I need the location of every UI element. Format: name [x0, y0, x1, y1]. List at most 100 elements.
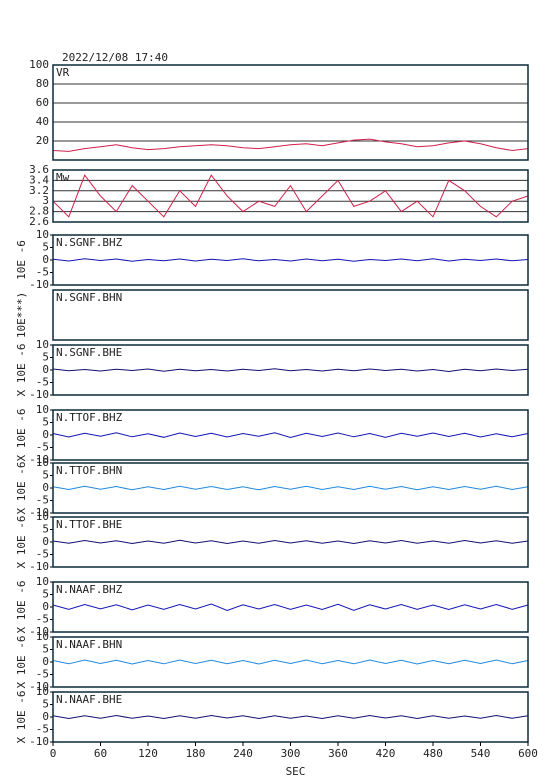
- x-tick-label: 240: [233, 747, 253, 760]
- y-tick-label: 0: [42, 655, 49, 668]
- y-tick-label: -10: [29, 453, 49, 466]
- trace: [52, 138, 529, 152]
- y-axis-label: X 10E -6: [15, 636, 28, 689]
- y-tick-label: 60: [36, 96, 49, 109]
- y-tick-label: 40: [36, 115, 49, 128]
- panel-frame: [52, 581, 529, 633]
- x-tick-label: 0: [50, 747, 57, 760]
- panel-label: VR: [56, 66, 70, 79]
- y-tick-label: 0: [42, 428, 49, 441]
- x-tick-label: 420: [376, 747, 396, 760]
- y-tick-label: 20: [36, 134, 49, 147]
- y-tick-label: 0: [42, 363, 49, 376]
- y-tick-label: 5: [42, 469, 49, 482]
- panel-frame: [52, 636, 529, 688]
- y-tick-label: 5: [42, 351, 49, 364]
- x-tick-label: 180: [186, 747, 206, 760]
- y-tick-label: -5: [36, 441, 49, 454]
- panel-frame: [52, 234, 529, 286]
- y-tick-label: 10: [36, 685, 49, 698]
- y-tick-label: -5: [36, 494, 49, 507]
- y-tick-label: 10: [36, 456, 49, 469]
- y-axis-label: X 10E -6: [15, 409, 28, 462]
- x-tick-label: 60: [94, 747, 107, 760]
- y-tick-label: -5: [36, 548, 49, 561]
- y-axis-label: 10E -6: [15, 240, 28, 280]
- panel-frame: [52, 169, 529, 223]
- y-tick-label: -10: [29, 680, 49, 693]
- y-tick-label: 10: [36, 403, 49, 416]
- x-tick-label: 120: [138, 747, 158, 760]
- y-tick-label: -5: [36, 668, 49, 681]
- y-axis-label: X 10E -6: [15, 581, 28, 634]
- panel-frame: [52, 289, 529, 341]
- panel-frame: [52, 344, 529, 396]
- trace: [52, 174, 529, 218]
- y-tick-label: 5: [42, 643, 49, 656]
- y-tick-label: 0: [42, 253, 49, 266]
- y-tick-label: -10: [29, 506, 49, 519]
- y-tick-label: 0: [42, 535, 49, 548]
- y-tick-label: -10: [29, 278, 49, 291]
- y-axis-label: X 10E -6: [15, 462, 28, 515]
- trace: [52, 432, 529, 439]
- y-tick-label: 10: [36, 338, 49, 351]
- panel-frame: [52, 409, 529, 461]
- panel-frame: [52, 516, 529, 568]
- panel-frame: [52, 462, 529, 514]
- x-tick-label: 480: [423, 747, 443, 760]
- trace: [52, 258, 529, 262]
- panel-label: N.TTOF.BHZ: [56, 411, 123, 424]
- chart-title: 2022/12/08 17:40: [62, 51, 168, 64]
- panel-label: N.NAAF.BHN: [56, 638, 122, 651]
- y-tick-label: 0: [42, 710, 49, 723]
- x-tick-label: 300: [281, 747, 301, 760]
- y-axis-label: X 10E -6: [15, 344, 28, 397]
- trace: [52, 603, 529, 612]
- panel-label: N.TTOF.BHN: [56, 464, 122, 477]
- y-tick-label: 5: [42, 698, 49, 711]
- y-tick-label: 3.2: [29, 184, 49, 197]
- y-tick-label: -5: [36, 266, 49, 279]
- panel-label: N.TTOF.BHE: [56, 518, 122, 531]
- y-tick-label: 10: [36, 630, 49, 643]
- y-axis-label: X 10E -6: [15, 691, 28, 744]
- y-tick-label: 5: [42, 241, 49, 254]
- x-tick-label: 540: [471, 747, 491, 760]
- x-tick-label: 600: [518, 747, 538, 760]
- y-tick-label: 5: [42, 588, 49, 601]
- panel-frame: [52, 64, 529, 161]
- y-tick-label: 0: [42, 481, 49, 494]
- y-tick-label: 10: [36, 228, 49, 241]
- x-tick-label: 360: [328, 747, 348, 760]
- y-tick-label: 5: [42, 523, 49, 536]
- panel-label: N.SGNF.BHN: [56, 291, 122, 304]
- y-tick-label: -10: [29, 735, 49, 748]
- y-tick-label: 3.4: [29, 173, 49, 186]
- y-tick-label: -5: [36, 723, 49, 736]
- y-tick-label: -10: [29, 388, 49, 401]
- y-tick-label: 10: [36, 510, 49, 523]
- panel-label: N.NAAF.BHZ: [56, 583, 123, 596]
- y-tick-label: -5: [36, 376, 49, 389]
- trace: [52, 368, 529, 373]
- y-axis-label: 10E***): [15, 292, 28, 338]
- y-tick-label: -10: [29, 625, 49, 638]
- y-tick-label: 2.6: [29, 215, 49, 228]
- panel-label: N.NAAF.BHE: [56, 693, 122, 706]
- y-tick-label: 10: [36, 575, 49, 588]
- y-axis-label: X 10E -6: [15, 516, 28, 569]
- y-tick-label: 2.8: [29, 205, 49, 218]
- y-tick-label: -10: [29, 560, 49, 573]
- y-tick-label: 3: [42, 194, 49, 207]
- x-axis-label: SEC: [286, 765, 306, 778]
- trace: [52, 485, 529, 491]
- panel-label: N.SGNF.BHZ: [56, 236, 123, 249]
- trace: [52, 659, 529, 665]
- trace: [52, 539, 529, 545]
- trace: [52, 714, 529, 720]
- y-tick-label: 80: [36, 77, 49, 90]
- y-tick-label: 3.6: [29, 163, 49, 176]
- y-tick-label: 0: [42, 600, 49, 613]
